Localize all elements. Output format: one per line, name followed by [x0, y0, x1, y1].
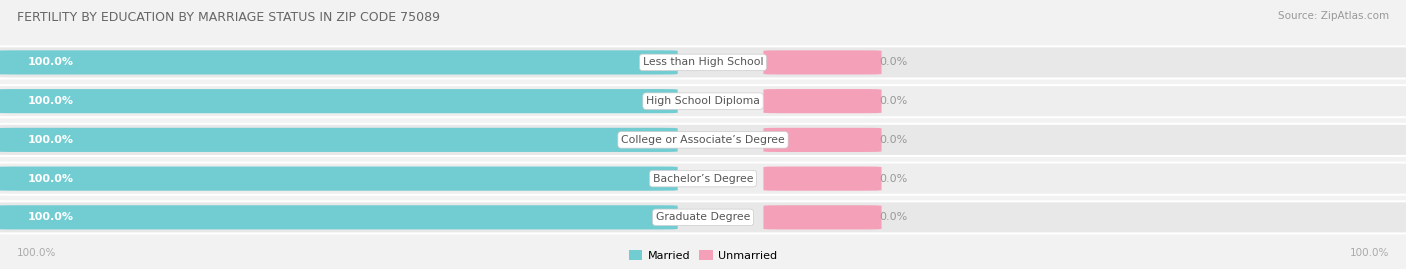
- FancyBboxPatch shape: [763, 205, 882, 229]
- Text: 100.0%: 100.0%: [28, 174, 75, 184]
- Text: 0.0%: 0.0%: [879, 57, 907, 68]
- FancyBboxPatch shape: [0, 162, 1406, 195]
- Text: 0.0%: 0.0%: [879, 96, 907, 106]
- Legend: Married, Unmarried: Married, Unmarried: [628, 250, 778, 261]
- Text: 100.0%: 100.0%: [28, 212, 75, 222]
- Text: Source: ZipAtlas.com: Source: ZipAtlas.com: [1278, 11, 1389, 21]
- Text: College or Associate’s Degree: College or Associate’s Degree: [621, 135, 785, 145]
- Text: 100.0%: 100.0%: [1350, 248, 1389, 258]
- Text: 0.0%: 0.0%: [879, 174, 907, 184]
- FancyBboxPatch shape: [763, 50, 882, 75]
- Text: 0.0%: 0.0%: [879, 212, 907, 222]
- FancyBboxPatch shape: [0, 50, 678, 75]
- Text: Bachelor’s Degree: Bachelor’s Degree: [652, 174, 754, 184]
- FancyBboxPatch shape: [0, 167, 678, 191]
- FancyBboxPatch shape: [763, 89, 882, 113]
- FancyBboxPatch shape: [0, 85, 1406, 117]
- FancyBboxPatch shape: [763, 167, 882, 191]
- Text: FERTILITY BY EDUCATION BY MARRIAGE STATUS IN ZIP CODE 75089: FERTILITY BY EDUCATION BY MARRIAGE STATU…: [17, 11, 440, 24]
- FancyBboxPatch shape: [0, 124, 1406, 156]
- Text: Less than High School: Less than High School: [643, 57, 763, 68]
- Text: 100.0%: 100.0%: [28, 57, 75, 68]
- FancyBboxPatch shape: [0, 46, 1406, 79]
- FancyBboxPatch shape: [0, 89, 678, 113]
- FancyBboxPatch shape: [0, 128, 678, 152]
- Text: 0.0%: 0.0%: [879, 135, 907, 145]
- Text: 100.0%: 100.0%: [28, 96, 75, 106]
- FancyBboxPatch shape: [0, 205, 678, 229]
- Text: Graduate Degree: Graduate Degree: [655, 212, 751, 222]
- FancyBboxPatch shape: [763, 128, 882, 152]
- Text: 100.0%: 100.0%: [17, 248, 56, 258]
- Text: High School Diploma: High School Diploma: [647, 96, 759, 106]
- Text: 100.0%: 100.0%: [28, 135, 75, 145]
- FancyBboxPatch shape: [0, 201, 1406, 233]
